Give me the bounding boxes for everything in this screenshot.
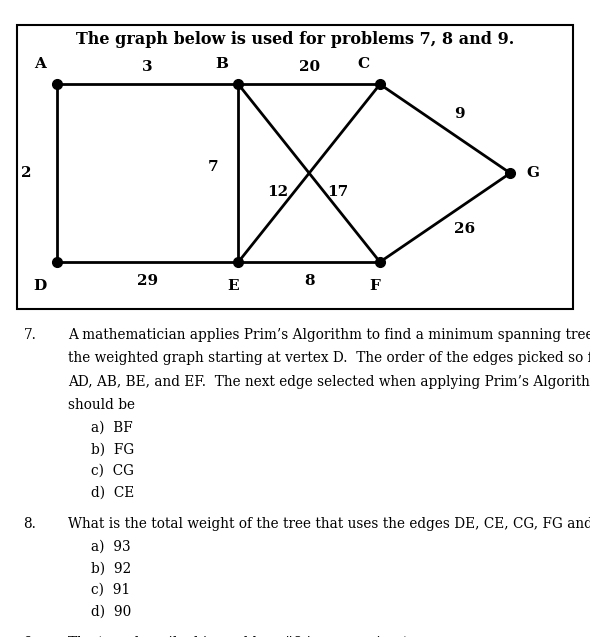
- Text: d)  CE: d) CE: [91, 485, 135, 499]
- FancyBboxPatch shape: [18, 25, 572, 310]
- Text: 8: 8: [304, 275, 314, 289]
- Text: 8.: 8.: [24, 517, 37, 531]
- Text: C: C: [357, 57, 369, 71]
- Text: E: E: [227, 279, 238, 292]
- Text: 3: 3: [142, 59, 153, 73]
- Text: 12: 12: [267, 185, 289, 199]
- Text: 7.: 7.: [24, 328, 37, 342]
- Text: What is the total weight of the tree that uses the edges DE, CE, CG, FG and BF?: What is the total weight of the tree tha…: [68, 517, 590, 531]
- Text: AD, AB, BE, and EF.  The next edge selected when applying Prim’s Algorithm: AD, AB, BE, and EF. The next edge select…: [68, 375, 590, 389]
- Text: A mathematician applies Prim’s Algorithm to find a minimum spanning tree for: A mathematician applies Prim’s Algorithm…: [68, 328, 590, 342]
- Text: d)  90: d) 90: [91, 605, 132, 619]
- Text: G: G: [526, 166, 539, 180]
- Text: 9.: 9.: [24, 636, 37, 637]
- Text: a)  BF: a) BF: [91, 421, 133, 435]
- Text: The tree described in problem #8 is a spanning tree.: The tree described in problem #8 is a sp…: [68, 636, 435, 637]
- Text: 7: 7: [208, 161, 218, 174]
- Text: 9: 9: [454, 107, 464, 121]
- Text: b)  92: b) 92: [91, 561, 132, 575]
- Text: c)  91: c) 91: [91, 583, 130, 597]
- Text: B: B: [215, 57, 228, 71]
- Text: 17: 17: [327, 185, 348, 199]
- Text: a)  93: a) 93: [91, 540, 131, 554]
- Text: 2: 2: [21, 166, 31, 180]
- Text: b)  FG: b) FG: [91, 442, 135, 456]
- Text: A: A: [34, 57, 46, 71]
- Text: should be: should be: [68, 397, 135, 412]
- Text: the weighted graph starting at vertex D.  The order of the edges picked so far i: the weighted graph starting at vertex D.…: [68, 352, 590, 366]
- Text: 29: 29: [137, 275, 158, 289]
- Text: 26: 26: [454, 222, 476, 236]
- Text: D: D: [34, 279, 47, 292]
- Text: The graph below is used for problems 7, 8 and 9.: The graph below is used for problems 7, …: [76, 31, 514, 48]
- Text: 20: 20: [299, 59, 320, 73]
- Text: F: F: [369, 279, 380, 292]
- Text: c)  CG: c) CG: [91, 464, 135, 478]
